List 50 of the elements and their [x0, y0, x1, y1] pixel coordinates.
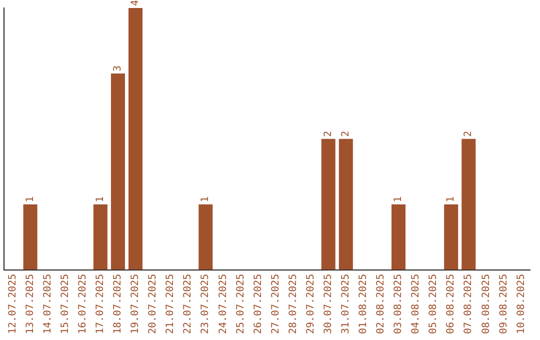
data-label: 2 — [463, 130, 474, 137]
x-tick-label: 26.07.2025 — [252, 274, 264, 334]
x-tick-label: 10.08.2025 — [516, 274, 527, 334]
data-label: 3 — [112, 65, 124, 72]
x-tick-label: 08.08.2025 — [480, 274, 492, 334]
bar — [444, 204, 458, 270]
x-tick-label: 14.07.2025 — [42, 274, 54, 334]
x-tick-label: 07.08.2025 — [463, 274, 474, 334]
data-label: 1 — [393, 196, 404, 202]
bar — [338, 138, 353, 270]
bar — [128, 8, 143, 270]
x-tick-label: 27.07.2025 — [270, 274, 282, 334]
x-tick-label: 23.07.2025 — [200, 274, 212, 334]
x-tick-label: 21.07.2025 — [165, 274, 176, 334]
data-label: 1 — [95, 196, 106, 202]
bar — [93, 204, 108, 270]
x-tick-label: 16.07.2025 — [77, 274, 88, 334]
x-tick-label: 06.08.2025 — [446, 274, 457, 334]
x-tick-label: 13.07.2025 — [24, 274, 36, 334]
x-tick-label: 04.08.2025 — [410, 274, 422, 334]
bar — [110, 73, 125, 270]
x-tick-label: 29.07.2025 — [305, 274, 316, 334]
data-label: 1 — [446, 196, 457, 202]
bar — [321, 138, 336, 270]
x-tick-label: 22.07.2025 — [182, 274, 194, 334]
x-tick-label: 18.07.2025 — [112, 274, 124, 334]
x-tick-label: 01.08.2025 — [358, 274, 370, 334]
bar — [23, 204, 38, 270]
data-label: 4 — [130, 0, 142, 6]
x-tick-label: 24.07.2025 — [218, 274, 229, 334]
x-tick-label: 03.08.2025 — [393, 274, 404, 334]
bar — [391, 204, 406, 270]
x-tick-label: 28.07.2025 — [288, 274, 299, 334]
data-label: 2 — [322, 130, 334, 137]
x-tick-label: 31.07.2025 — [340, 274, 352, 334]
x-tick-label: 05.08.2025 — [428, 274, 440, 334]
data-label: 1 — [24, 196, 36, 202]
x-tick-label: 20.07.2025 — [148, 274, 159, 334]
bar — [198, 204, 213, 270]
bar — [462, 138, 476, 270]
data-label: 2 — [340, 130, 352, 137]
x-tick-label: 17.07.2025 — [95, 274, 106, 334]
x-tick-label: 25.07.2025 — [235, 274, 246, 334]
x-tick-label: 12.07.2025 — [7, 274, 18, 334]
data-label: 1 — [200, 196, 212, 202]
x-tick-label: 19.07.2025 — [130, 274, 142, 334]
x-tick-label: 02.08.2025 — [376, 274, 387, 334]
x-tick-label: 09.08.2025 — [498, 274, 510, 334]
x-tick-label: 15.07.2025 — [60, 274, 71, 334]
x-tick-label: 30.07.2025 — [322, 274, 334, 334]
